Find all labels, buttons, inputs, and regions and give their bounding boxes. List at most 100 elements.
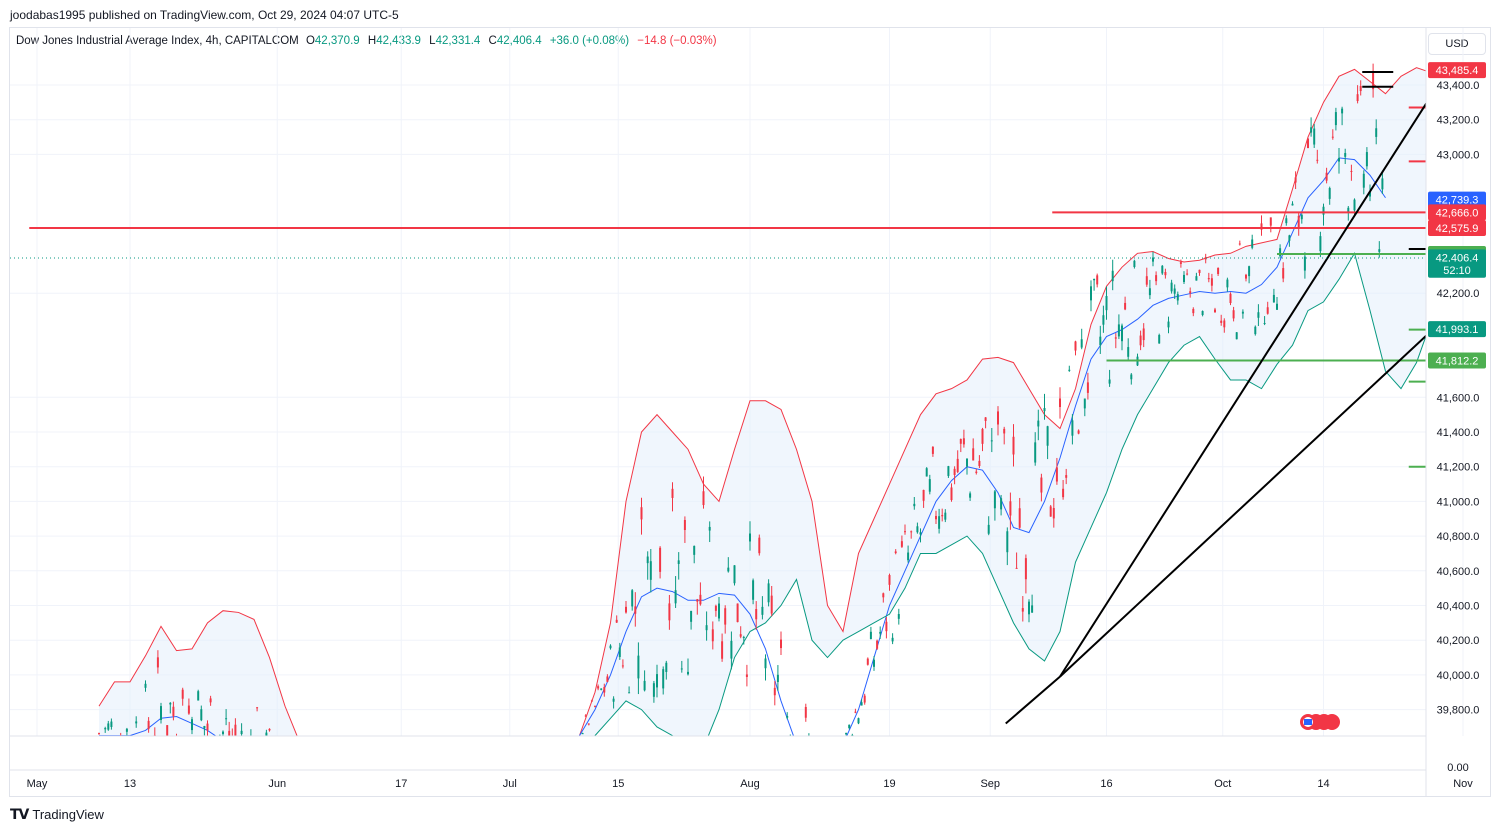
- candle-body: [231, 736, 233, 742]
- candle-body: [1012, 436, 1015, 455]
- candle-body: [259, 789, 261, 793]
- upper-band-line: [98, 610, 298, 736]
- candle-body: [866, 658, 869, 665]
- candle-body: [891, 637, 894, 642]
- price-label-text: 42,739.3: [1436, 195, 1479, 207]
- candle-body: [590, 700, 593, 702]
- candle-body: [761, 606, 764, 615]
- candle-body: [200, 709, 203, 721]
- time-tick-label: 17: [395, 778, 407, 790]
- candle-body: [836, 765, 838, 766]
- price-chart[interactable]: 43,400.0 43,200.0 43,000.0 42,200.0 41,600.0…: [0, 0, 1500, 800]
- candle-body: [702, 491, 705, 506]
- candle-body: [733, 565, 736, 584]
- candle-body: [897, 614, 900, 619]
- candle-body: [147, 720, 150, 730]
- candle-body: [1303, 256, 1306, 271]
- time-tick-label: Jul: [503, 778, 517, 790]
- bollinger-bands: [98, 67, 1426, 736]
- candle-body: [1158, 334, 1161, 344]
- candle-body: [1040, 477, 1043, 493]
- candle-body: [1161, 265, 1164, 274]
- candle-body: [1083, 398, 1086, 409]
- candle-body: [745, 674, 748, 677]
- candle-body: [151, 745, 153, 752]
- price-tick-label: 0.00: [1447, 762, 1468, 774]
- candle-body: [253, 789, 255, 790]
- candle-body: [1362, 173, 1365, 188]
- candle-body: [1009, 501, 1012, 516]
- price-label-text: 42,575.9: [1436, 223, 1479, 235]
- tradingview-logo-icon: 𝗧𝗩: [10, 806, 29, 822]
- candle-body: [888, 575, 891, 585]
- candle-body: [721, 641, 724, 659]
- candle-body: [1263, 322, 1266, 324]
- candle-body: [1276, 303, 1278, 310]
- time-tick-label: 15: [612, 778, 624, 790]
- candle-body: [1334, 112, 1337, 126]
- price-label-badge: [1428, 62, 1486, 79]
- footer-brand[interactable]: 𝗧𝗩 TradingView: [10, 806, 104, 823]
- candle-body: [802, 762, 804, 763]
- candle-body: [1130, 374, 1133, 380]
- candle-body: [696, 599, 699, 602]
- candle-body: [1003, 428, 1006, 434]
- candle-body: [1381, 178, 1384, 190]
- candle-body: [225, 718, 228, 720]
- band-fill: [99, 610, 298, 736]
- candle-body: [615, 619, 618, 623]
- candle-body: [284, 791, 286, 794]
- price-tick-label: 41,400.0: [1437, 427, 1480, 439]
- candle-body: [287, 772, 289, 775]
- candle-body: [98, 733, 100, 735]
- candle-body: [581, 733, 584, 735]
- basis-line: [579, 157, 1386, 736]
- candle-body: [783, 752, 785, 761]
- candle-body: [1133, 260, 1136, 267]
- candle-body: [683, 519, 686, 531]
- candle-body: [848, 724, 851, 729]
- candle-body: [1006, 531, 1009, 553]
- candle-body: [724, 608, 727, 625]
- candle-body: [634, 606, 637, 614]
- candle-body: [1375, 128, 1378, 137]
- candle-body: [668, 603, 671, 621]
- candle-body: [587, 723, 590, 725]
- candle-body: [1099, 336, 1102, 346]
- candle-body: [931, 446, 934, 454]
- candle-body: [290, 763, 292, 764]
- candle-body: [120, 737, 122, 738]
- candle-body: [1378, 249, 1381, 252]
- candle-body: [240, 730, 243, 735]
- candle-body: [972, 448, 975, 461]
- candle-body: [708, 526, 711, 531]
- candle-body: [727, 567, 730, 572]
- candle-body: [123, 747, 125, 755]
- candle-body: [671, 488, 674, 498]
- candle-body: [690, 610, 693, 622]
- candle-body: [1229, 293, 1232, 304]
- candle-body: [827, 760, 829, 765]
- trendline: [1059, 334, 1426, 678]
- candle-body: [203, 725, 206, 729]
- candle-body: [913, 503, 916, 507]
- candle-body: [1300, 214, 1303, 220]
- candle-body: [699, 594, 702, 605]
- candle-body: [882, 593, 885, 598]
- candle-body: [1145, 276, 1148, 285]
- candle-body: [649, 561, 652, 580]
- candle-body: [1111, 270, 1114, 282]
- candle-body: [1055, 467, 1058, 482]
- candle-body: [786, 715, 789, 718]
- candle-body: [1372, 70, 1375, 90]
- candle-body: [830, 752, 832, 756]
- candle-body: [1090, 286, 1092, 301]
- candle-body: [1170, 282, 1173, 292]
- candle-body: [209, 698, 212, 703]
- price-label-text: 41,993.1: [1436, 324, 1479, 336]
- candle-body: [268, 728, 271, 731]
- candle-body: [860, 702, 863, 706]
- candle-body: [876, 640, 879, 649]
- candle-body: [941, 515, 944, 517]
- candle-body: [1179, 262, 1182, 264]
